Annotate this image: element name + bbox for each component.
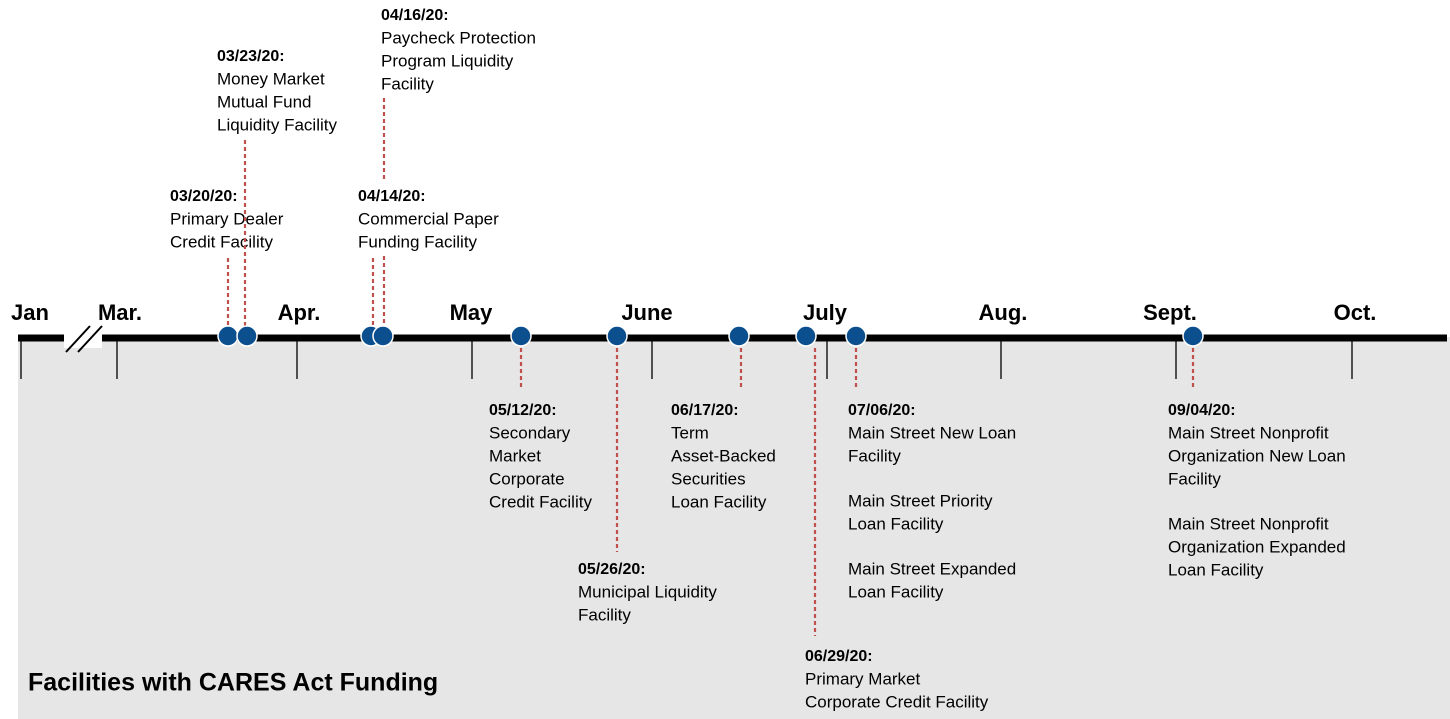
facility-line: Commercial Paper — [358, 209, 499, 228]
break-mark — [77, 325, 103, 353]
facility-line: Organization New Loan — [1168, 446, 1346, 465]
facility-line: Organization Expanded — [1168, 537, 1346, 556]
event-date: 06/29/20: — [805, 648, 873, 665]
facility-line: Securities — [671, 469, 746, 488]
event-dot — [795, 325, 817, 347]
facility-line: Loan Facility — [848, 582, 944, 601]
facility-line: Program Liquidity — [381, 51, 514, 70]
event-dot — [606, 325, 628, 347]
facility-line: Loan Facility — [848, 514, 944, 533]
facility-line: Facility — [578, 605, 631, 624]
event-dot — [372, 325, 394, 347]
month-label: Mar. — [98, 300, 142, 325]
facility-line: Credit Facility — [489, 492, 592, 511]
facility-line: Paycheck Protection — [381, 28, 536, 47]
event-dot — [510, 325, 532, 347]
month-label: May — [450, 300, 494, 325]
facility-line: Main Street New Loan — [848, 423, 1016, 442]
facility-line: Corporate Credit Facility — [805, 692, 989, 711]
facility-line: Mutual Fund — [217, 92, 312, 111]
event-date: 05/26/20: — [578, 561, 646, 578]
facility-line: Credit Facility — [170, 232, 273, 251]
month-label: Oct. — [1334, 300, 1377, 325]
event-dot — [728, 325, 750, 347]
event-dot — [236, 325, 258, 347]
facility-line: Municipal Liquidity — [578, 582, 717, 601]
facility-line: Funding Facility — [358, 232, 478, 251]
facility-line: Asset-Backed — [671, 446, 776, 465]
facility-line: Main Street Nonprofit — [1168, 423, 1329, 442]
facility-line: Primary Dealer — [170, 209, 284, 228]
facility-line: Main Street Expanded — [848, 559, 1016, 578]
event-date: 06/17/20: — [671, 402, 739, 419]
event-date: 07/06/20: — [848, 402, 916, 419]
facility-line: Corporate — [489, 469, 565, 488]
event-dot — [845, 325, 867, 347]
facility-line: Market — [489, 446, 541, 465]
break-mark — [65, 325, 91, 353]
facility-line: Loan Facility — [1168, 560, 1264, 579]
month-label: June — [621, 300, 672, 325]
funded-area — [18, 337, 1450, 719]
facility-line: Primary Market — [805, 669, 921, 688]
event-dot — [1182, 325, 1204, 347]
month-label: Aug. — [979, 300, 1028, 325]
caption: Facilities with CARES Act Funding — [28, 669, 438, 697]
event-date: 05/12/20: — [489, 402, 557, 419]
facility-line: Money Market — [217, 69, 325, 88]
event-date: 04/16/20: — [381, 7, 449, 24]
month-label: Apr. — [278, 300, 321, 325]
event-date: 03/20/20: — [170, 188, 238, 205]
facility-line: Main Street Priority — [848, 491, 993, 510]
month-label: Jan — [11, 300, 49, 325]
facility-line: Facility — [381, 74, 434, 93]
event-date: 04/14/20: — [358, 188, 426, 205]
event-date: 03/23/20: — [217, 48, 285, 65]
event-dot — [217, 325, 239, 347]
facility-line: Liquidity Facility — [217, 115, 337, 134]
facility-line: Secondary — [489, 423, 571, 442]
facility-line: Term — [671, 423, 709, 442]
event-date: 09/04/20: — [1168, 402, 1236, 419]
month-label: July — [803, 300, 848, 325]
facility-line: Facility — [1168, 469, 1221, 488]
facility-line: Facility — [848, 446, 901, 465]
facility-line: Main Street Nonprofit — [1168, 514, 1329, 533]
month-label: Sept. — [1143, 300, 1197, 325]
facility-line: Loan Facility — [671, 492, 767, 511]
